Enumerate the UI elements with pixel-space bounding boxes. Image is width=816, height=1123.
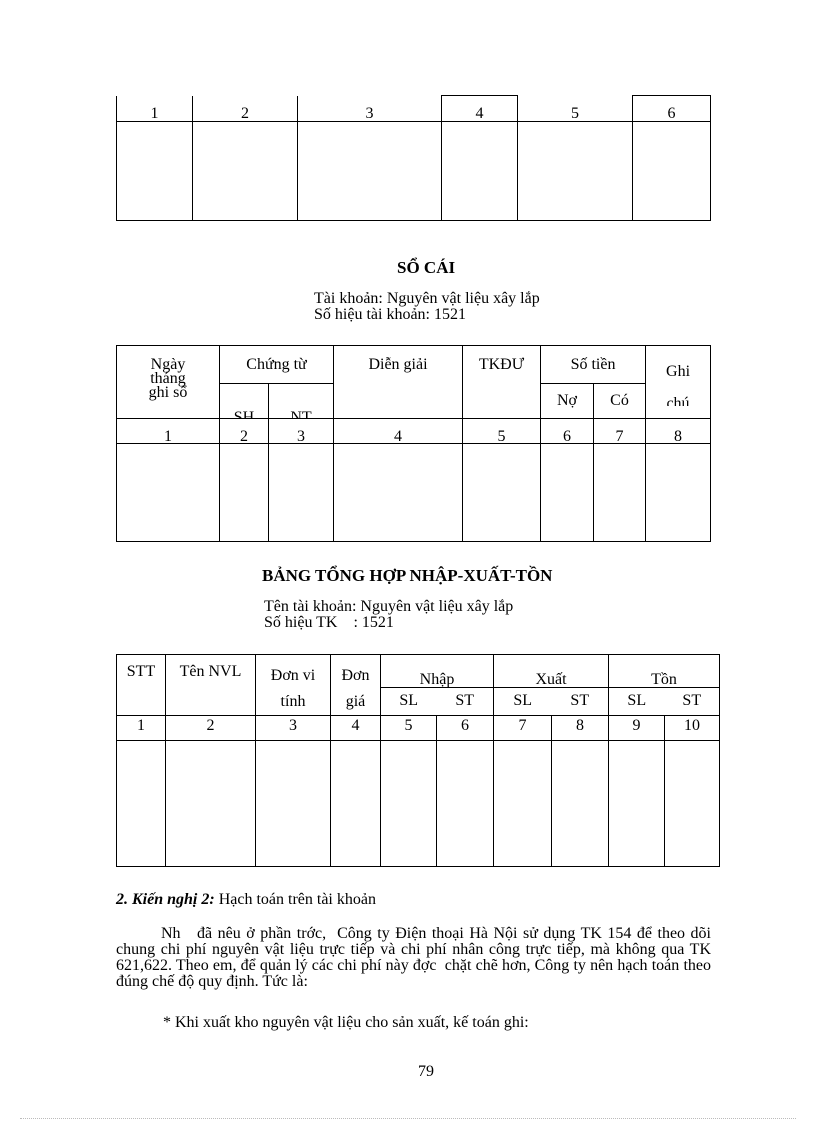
header-tkdu: TKĐƯ (462, 345, 541, 419)
col-number: 1 (116, 418, 220, 444)
col-number: 4 (333, 418, 463, 444)
header-st: ST (664, 686, 721, 717)
header-st: ST (551, 686, 610, 717)
so-cai-account-no: Số hiệu tài khoản: 1521 (314, 306, 466, 323)
section-heading: 2. Kiến nghị 2: Hạch toán trên tài khoản (116, 891, 376, 908)
summary-account-no: Số hiệu TK : 1521 (264, 614, 394, 631)
col-number: 4 (441, 95, 518, 122)
section-paragraph: Nh đã nêu ở phần trớc, Công ty Điện thoạ… (116, 925, 715, 990)
col-number: 7 (592, 418, 647, 444)
col-number: 6 (540, 418, 594, 444)
so-cai-title: SỔ CÁI (397, 258, 456, 277)
header-price: Đơn giá (330, 654, 381, 716)
col-number: 4 (330, 715, 381, 741)
col-number: 5 (380, 715, 437, 741)
col-number: 7 (493, 715, 552, 741)
summary-title: BẢNG TỔNG HỢP NHẬP-XUẤT-TỒN (262, 566, 553, 585)
so-cai-table: Ngày tháng ghi sổ Chứng từ Diễn giải TKĐƯ … (116, 344, 712, 542)
header-stt: STT (116, 654, 166, 716)
col-number: 2 (219, 418, 269, 444)
col-number: 5 (462, 418, 541, 444)
col-number: 1 (116, 715, 166, 741)
header-nt: NT (268, 383, 334, 419)
header-stock: Tồn (608, 654, 721, 688)
col-number: 3 (297, 95, 442, 122)
header-export: Xuất (492, 654, 610, 688)
header-sl: SL (493, 686, 552, 717)
col-number: 8 (550, 715, 610, 741)
page-number: 79 (418, 1063, 434, 1080)
col-number: 1 (116, 95, 193, 122)
col-number: 9 (608, 715, 666, 741)
header-import: Nhập (380, 654, 494, 688)
col-number: 8 (645, 418, 712, 444)
bullet-line: * Khi xuất kho nguyên vật liệu cho sản x… (163, 1014, 529, 1031)
col-number: 3 (268, 418, 334, 444)
page-footer-divider (20, 1118, 796, 1119)
header-material-name: Tên NVL (165, 654, 256, 716)
summary-account-name: Tên tài khoản: Nguyên vật liệu xây lắp (264, 598, 514, 615)
header-unit: Đơn vi tính (255, 654, 331, 716)
col-number: 2 (165, 715, 256, 741)
header-sh: SH (219, 383, 269, 419)
header-debit: Nợ (540, 383, 594, 419)
header-st: ST (436, 686, 494, 717)
col-number: 3 (255, 715, 331, 741)
col-number: 6 (632, 95, 711, 122)
so-cai-account-name: Tài khoản: Nguyên vật liệu xây lắp (314, 290, 540, 307)
header-date: Ngày tháng ghi sổ (116, 345, 220, 419)
summary-table: STT Tên NVL Đơn vi tính Đơn giá Nhập Xuất … (116, 654, 721, 867)
header-credit: Có (592, 383, 647, 419)
col-number: 5 (517, 95, 633, 122)
header-sl: SL (608, 686, 665, 717)
header-voucher: Chứng từ (219, 344, 334, 385)
table-top: 1 2 3 4 5 6 (116, 95, 711, 221)
header-amount: Số tiền (539, 344, 647, 385)
header-description: Diễn giải (333, 345, 463, 419)
col-number: 6 (436, 715, 494, 741)
col-number: 2 (192, 95, 298, 122)
header-sl: SL (380, 686, 437, 717)
header-note: Ghi chú (645, 345, 712, 419)
col-number: 10 (664, 715, 721, 741)
